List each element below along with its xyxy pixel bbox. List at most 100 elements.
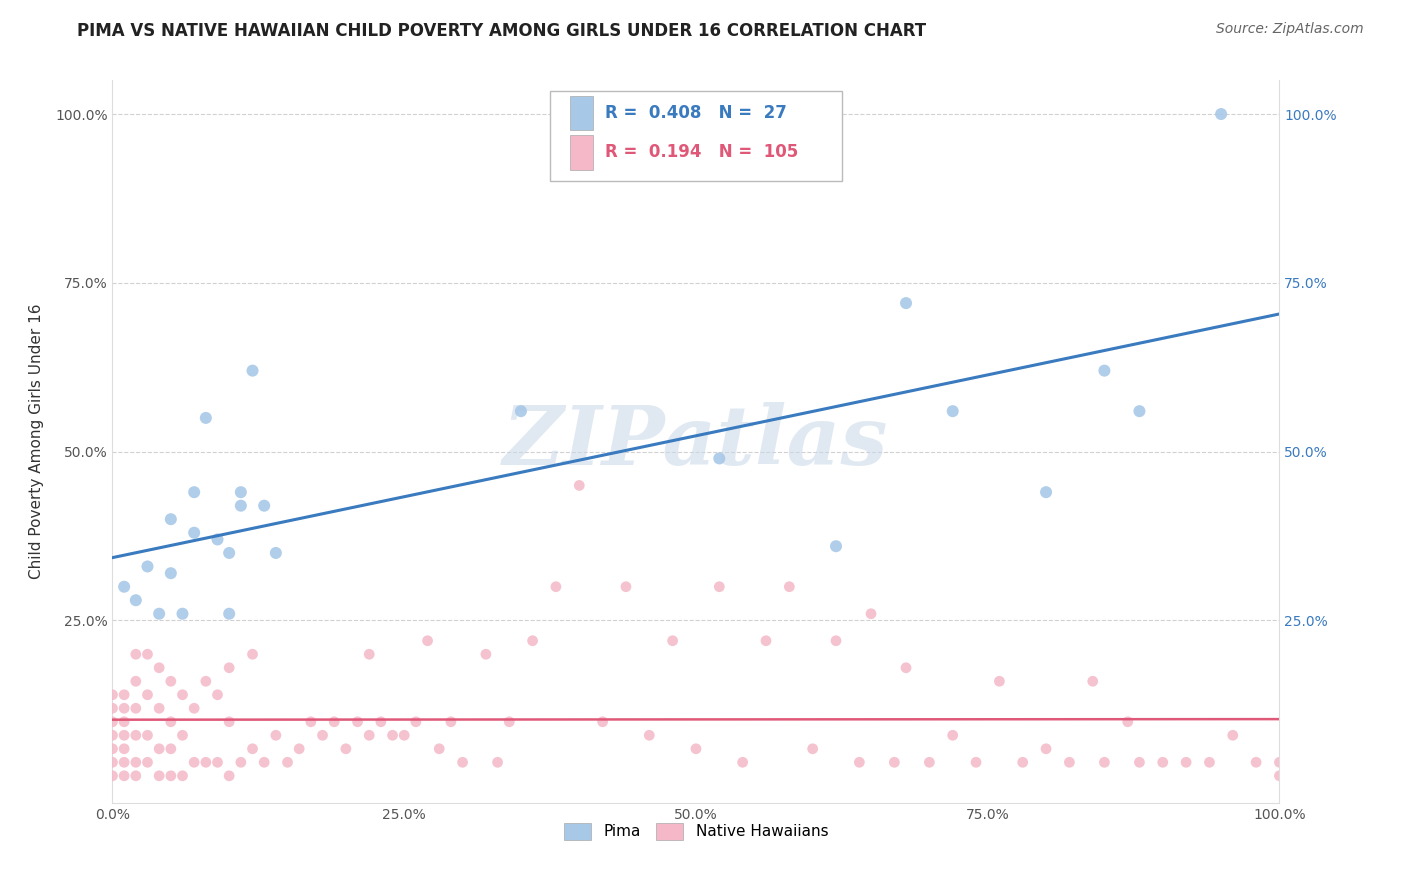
Point bbox=[112, 769, 135, 783]
Point bbox=[883, 756, 905, 770]
Point bbox=[638, 728, 661, 742]
Text: Source: ZipAtlas.com: Source: ZipAtlas.com bbox=[1216, 22, 1364, 37]
Point bbox=[1152, 756, 1174, 770]
Text: R =  0.408   N =  27: R = 0.408 N = 27 bbox=[605, 104, 787, 122]
Point bbox=[207, 688, 229, 702]
Point bbox=[172, 607, 194, 621]
Point bbox=[848, 756, 870, 770]
Point bbox=[1175, 756, 1198, 770]
Point bbox=[544, 580, 567, 594]
Point bbox=[160, 512, 183, 526]
Point bbox=[755, 633, 778, 648]
FancyBboxPatch shape bbox=[550, 91, 842, 181]
Point bbox=[1128, 756, 1150, 770]
Point bbox=[101, 769, 124, 783]
Point bbox=[661, 633, 683, 648]
Text: ZIPatlas: ZIPatlas bbox=[503, 401, 889, 482]
Point bbox=[709, 451, 731, 466]
Point bbox=[405, 714, 427, 729]
Point bbox=[370, 714, 392, 729]
Point bbox=[381, 728, 404, 742]
Point bbox=[218, 661, 240, 675]
Point bbox=[136, 756, 159, 770]
Point bbox=[172, 769, 194, 783]
Point bbox=[1035, 741, 1057, 756]
Point bbox=[112, 701, 135, 715]
Point bbox=[427, 741, 450, 756]
Point bbox=[136, 728, 159, 742]
Point bbox=[801, 741, 824, 756]
Point bbox=[253, 499, 276, 513]
Point bbox=[125, 728, 148, 742]
Point bbox=[1244, 756, 1267, 770]
Point bbox=[160, 741, 183, 756]
Point bbox=[264, 728, 287, 742]
Legend: Pima, Native Hawaiians: Pima, Native Hawaiians bbox=[558, 817, 834, 846]
Point bbox=[148, 607, 170, 621]
Point bbox=[288, 741, 311, 756]
Point bbox=[731, 756, 754, 770]
FancyBboxPatch shape bbox=[569, 95, 593, 130]
Point bbox=[346, 714, 368, 729]
Point bbox=[1081, 674, 1104, 689]
Point bbox=[614, 580, 637, 594]
Point bbox=[218, 607, 240, 621]
Point bbox=[112, 728, 135, 742]
Point bbox=[264, 546, 287, 560]
Point bbox=[299, 714, 322, 729]
Point bbox=[440, 714, 463, 729]
Point bbox=[125, 756, 148, 770]
Text: PIMA VS NATIVE HAWAIIAN CHILD POVERTY AMONG GIRLS UNDER 16 CORRELATION CHART: PIMA VS NATIVE HAWAIIAN CHILD POVERTY AM… bbox=[77, 22, 927, 40]
Point bbox=[148, 769, 170, 783]
Point bbox=[207, 533, 229, 547]
Point bbox=[207, 756, 229, 770]
Point bbox=[1094, 364, 1116, 378]
Point bbox=[311, 728, 333, 742]
Point bbox=[988, 674, 1011, 689]
Point bbox=[522, 633, 544, 648]
Point bbox=[1059, 756, 1081, 770]
Point bbox=[229, 499, 252, 513]
Point bbox=[125, 769, 148, 783]
Point bbox=[486, 756, 509, 770]
Point bbox=[136, 647, 159, 661]
Point bbox=[218, 714, 240, 729]
Point bbox=[125, 647, 148, 661]
Point bbox=[394, 728, 416, 742]
Point bbox=[125, 701, 148, 715]
Point bbox=[160, 566, 183, 581]
Point bbox=[183, 485, 205, 500]
Y-axis label: Child Poverty Among Girls Under 16: Child Poverty Among Girls Under 16 bbox=[30, 304, 44, 579]
Point bbox=[1198, 756, 1220, 770]
Point bbox=[1094, 756, 1116, 770]
Point bbox=[112, 756, 135, 770]
Point bbox=[160, 714, 183, 729]
Point bbox=[148, 701, 170, 715]
Point bbox=[112, 688, 135, 702]
Point bbox=[1209, 107, 1232, 121]
Point bbox=[568, 478, 591, 492]
Point bbox=[1011, 756, 1033, 770]
Point bbox=[112, 714, 135, 729]
Point bbox=[1116, 714, 1139, 729]
Point bbox=[825, 539, 848, 553]
Point bbox=[860, 607, 883, 621]
Point bbox=[101, 701, 124, 715]
Point bbox=[1035, 485, 1057, 500]
Text: R =  0.194   N =  105: R = 0.194 N = 105 bbox=[605, 144, 799, 161]
Point bbox=[148, 661, 170, 675]
Point bbox=[894, 661, 917, 675]
Point bbox=[1268, 756, 1291, 770]
Point bbox=[160, 674, 183, 689]
Point bbox=[242, 647, 264, 661]
Point bbox=[475, 647, 498, 661]
Point bbox=[242, 364, 264, 378]
Point bbox=[335, 741, 357, 756]
Point bbox=[276, 756, 298, 770]
Point bbox=[125, 674, 148, 689]
Point bbox=[194, 674, 217, 689]
Point bbox=[183, 701, 205, 715]
Point bbox=[451, 756, 474, 770]
Point bbox=[101, 756, 124, 770]
Point bbox=[101, 714, 124, 729]
